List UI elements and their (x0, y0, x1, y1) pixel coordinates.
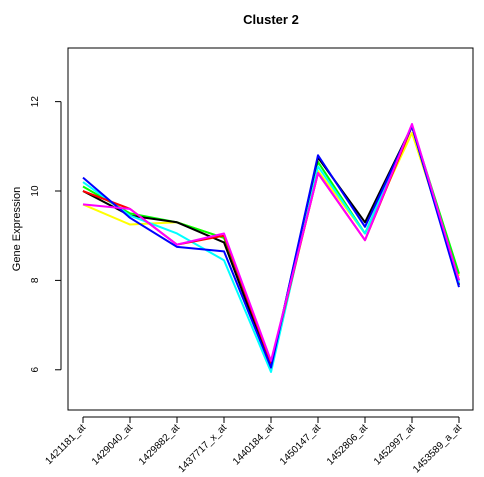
y-axis-title: Gene Expression (11, 187, 23, 271)
series-line-3 (82, 125, 460, 369)
x-tick-label: 1450147_at (278, 422, 323, 467)
x-tick-label: 1440184_at (231, 422, 276, 467)
y-tick-label: 12 (30, 96, 41, 108)
x-tick-label: 1421181_at (44, 422, 89, 467)
x-tick-label: 1452806_at (325, 422, 370, 467)
y-tick-label: 6 (30, 367, 41, 373)
x-tick-label: 1453589_a_at (411, 422, 464, 475)
y-tick-label: 8 (30, 277, 41, 283)
plot-frame (67, 47, 474, 411)
y-axis: 6 8 10 12 (30, 96, 62, 373)
series-line-5 (82, 125, 460, 365)
series-layer (82, 122, 460, 374)
series-line-2 (82, 125, 460, 367)
x-tick-label: 1437717_x_at (177, 422, 230, 475)
x-tick-label: 1429882_at (137, 422, 182, 467)
x-axis: 1421181_at 1429040_at 1429882_at1437717_x_… (44, 416, 464, 475)
chart-title: Cluster 2 (243, 12, 299, 27)
x-tick-label: 1452997_at (372, 422, 417, 467)
series-line-6 (82, 125, 460, 369)
x-tick-label: 1429040_at (90, 422, 135, 467)
y-tick-label: 10 (30, 185, 41, 197)
series-line-4 (82, 125, 460, 374)
series-line-7 (82, 122, 460, 362)
series-line-1 (82, 131, 460, 369)
